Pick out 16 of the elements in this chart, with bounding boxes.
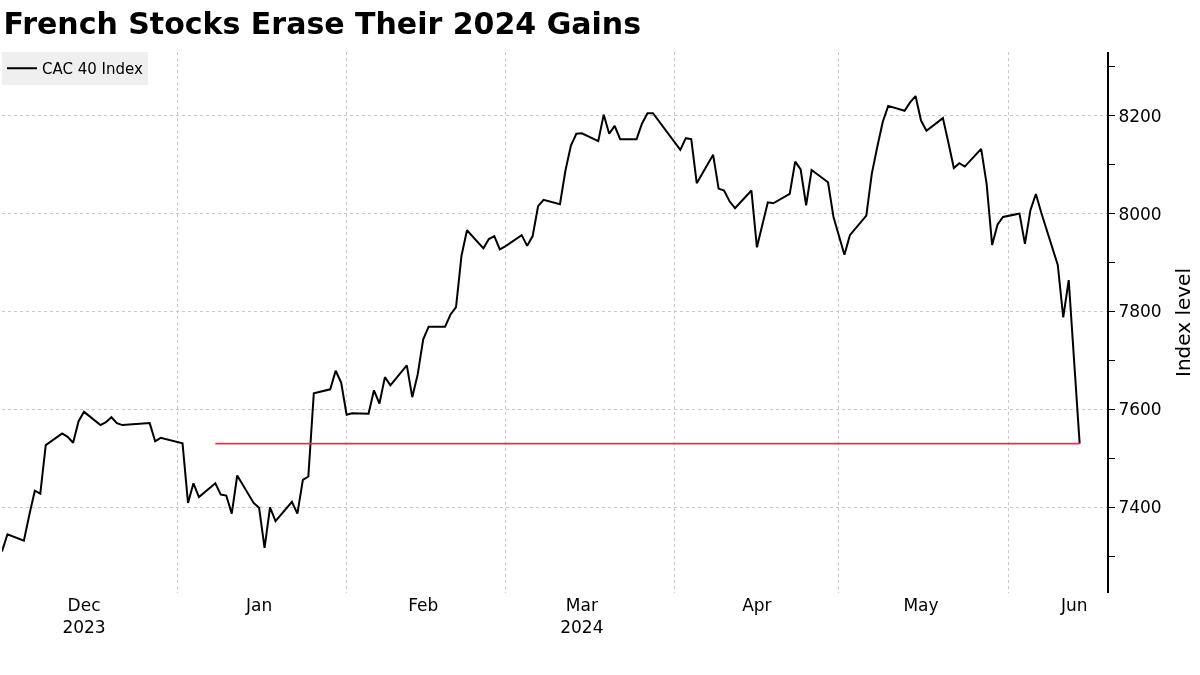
y-tick-label: 7600 — [1118, 399, 1162, 420]
y-tick-label: 7800 — [1118, 301, 1162, 322]
x-tick-label: Jun — [1059, 595, 1088, 615]
x-tick-label: Dec 2023 — [62, 595, 106, 638]
legend-label: CAC 40 Index — [42, 60, 143, 79]
y-tick-label: 8200 — [1118, 105, 1162, 126]
x-tick-label: Feb — [408, 595, 439, 615]
x-tick-label: Jan — [244, 595, 273, 615]
x-tick-label: Apr — [742, 595, 772, 615]
x-tick-label: Mar 2024 — [560, 595, 604, 638]
x-tick-label: May — [903, 595, 939, 615]
line-series — [2, 95, 1081, 553]
y-axis-title: Index level — [1170, 268, 1195, 377]
y-tick-label: 7400 — [1118, 497, 1162, 518]
chart-title: French Stocks Erase Their 2024 Gains — [3, 6, 642, 42]
y-tick-label: 8000 — [1118, 203, 1162, 224]
